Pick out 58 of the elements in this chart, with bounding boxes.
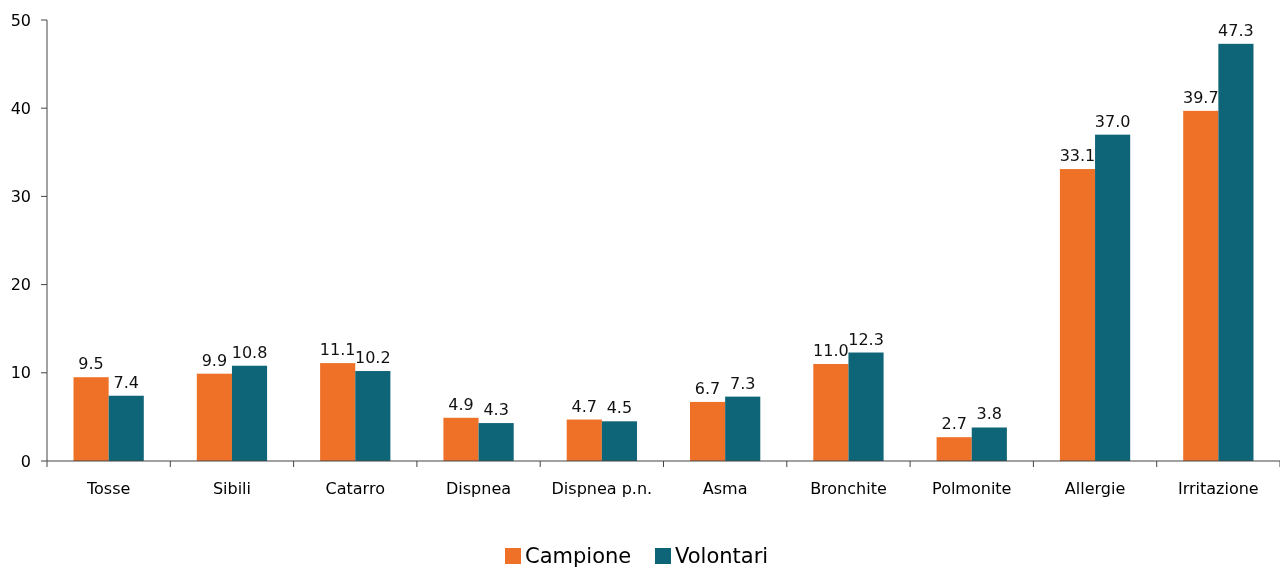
data-label: 10.2 bbox=[355, 348, 391, 368]
legend-label: Volontari bbox=[675, 544, 769, 568]
bar bbox=[355, 371, 391, 461]
data-label: 9.9 bbox=[201, 350, 228, 370]
data-label: 7.3 bbox=[729, 373, 756, 393]
data-label: 12.3 bbox=[848, 329, 884, 349]
x-tick-label: Bronchite bbox=[810, 479, 887, 498]
x-tick-label: Catarro bbox=[325, 479, 385, 498]
data-label: 39.7 bbox=[1182, 87, 1219, 107]
bar bbox=[1059, 169, 1096, 461]
x-tick-label: Polmonite bbox=[932, 479, 1012, 498]
y-tick-label: 10 bbox=[10, 363, 31, 383]
bar bbox=[813, 363, 849, 461]
data-label: 7.4 bbox=[113, 372, 139, 392]
data-label: 4.3 bbox=[483, 400, 509, 420]
data-label: 6.7 bbox=[694, 378, 721, 398]
bar bbox=[1183, 110, 1219, 461]
bar bbox=[320, 363, 356, 461]
bar bbox=[848, 352, 884, 461]
data-label: 3.8 bbox=[976, 404, 1003, 424]
data-label: 4.9 bbox=[448, 394, 474, 414]
data-label: 11.1 bbox=[319, 340, 356, 360]
data-label: 4.5 bbox=[606, 398, 633, 418]
y-tick-label: 0 bbox=[20, 451, 31, 471]
bar bbox=[443, 417, 479, 461]
x-tick-label: Irritazione bbox=[1177, 479, 1259, 498]
data-label: 4.7 bbox=[571, 396, 598, 416]
bar bbox=[690, 401, 726, 461]
bar bbox=[936, 437, 972, 461]
data-label: 33.1 bbox=[1059, 146, 1096, 166]
data-label: 2.7 bbox=[941, 414, 967, 434]
y-tick-label: 50 bbox=[10, 10, 31, 30]
y-tick-label: 40 bbox=[10, 98, 31, 118]
x-tick-label: Tosse bbox=[85, 479, 131, 498]
bar bbox=[196, 373, 232, 461]
data-label: 47.3 bbox=[1218, 20, 1254, 40]
y-tick-label: 30 bbox=[10, 187, 31, 206]
bar bbox=[725, 396, 761, 461]
bar bbox=[601, 421, 637, 461]
data-label: 10.8 bbox=[231, 342, 268, 362]
x-tick-label: Dispnea bbox=[446, 479, 512, 498]
data-label: 37.0 bbox=[1094, 111, 1131, 131]
data-label: 9.5 bbox=[78, 354, 104, 374]
x-tick-label: Dispnea p.n. bbox=[551, 479, 653, 498]
bar bbox=[478, 423, 514, 461]
data-label: 11.0 bbox=[813, 340, 849, 360]
bar bbox=[231, 365, 268, 461]
x-tick-label: Sibili bbox=[212, 479, 251, 498]
x-tick-label: Allergie bbox=[1064, 479, 1126, 498]
y-tick-label: 20 bbox=[10, 275, 31, 295]
x-tick-label: Asma bbox=[702, 479, 748, 498]
bar bbox=[73, 377, 109, 461]
bar bbox=[566, 419, 602, 461]
bar bbox=[108, 395, 144, 461]
bar bbox=[1218, 43, 1254, 461]
legend-label: Campione bbox=[525, 544, 632, 568]
bar bbox=[971, 427, 1007, 461]
bar bbox=[1095, 134, 1131, 461]
